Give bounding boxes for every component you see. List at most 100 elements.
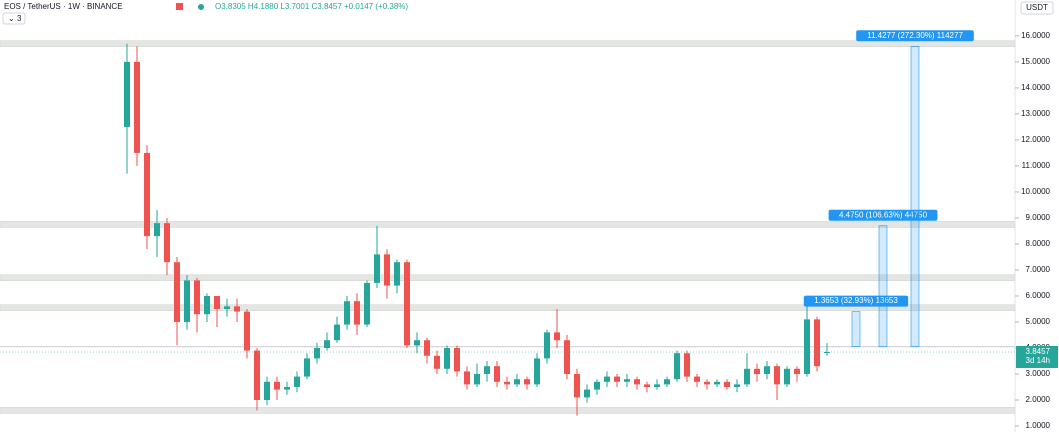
candle-body xyxy=(684,353,690,377)
candle-body xyxy=(374,254,380,283)
candle-body xyxy=(174,262,180,322)
y-tick-label: 15.0000 xyxy=(1021,57,1050,66)
zone-band xyxy=(0,40,1016,47)
candle-body xyxy=(414,340,420,346)
y-tick-label: 6.0000 xyxy=(1026,291,1051,300)
candle-body xyxy=(644,384,650,388)
candle-body xyxy=(434,355,440,369)
y-tick-label: 8.0000 xyxy=(1026,239,1051,248)
candle-body xyxy=(454,347,460,372)
candle-body xyxy=(504,381,510,385)
candle-body xyxy=(344,301,350,325)
candle-body xyxy=(134,61,140,153)
candle-body xyxy=(194,280,200,315)
last-price-box xyxy=(1016,346,1058,369)
measure-label-box xyxy=(856,30,974,42)
candle-body xyxy=(784,368,790,385)
candle-body xyxy=(144,152,150,237)
y-tick-label: 3.0000 xyxy=(1026,369,1051,378)
candle-body xyxy=(774,366,780,385)
measure-range xyxy=(910,45,920,347)
y-tick-label: 10.0000 xyxy=(1021,187,1050,196)
zone-band xyxy=(0,407,1016,414)
candle-body xyxy=(474,374,480,385)
candle-body xyxy=(814,319,820,367)
candle-body xyxy=(664,379,670,385)
candle-body xyxy=(124,61,130,127)
zone-band xyxy=(0,221,1016,228)
candle-body xyxy=(704,381,710,385)
candle-body xyxy=(264,381,270,401)
zone-band xyxy=(0,304,1016,311)
candle-body xyxy=(614,376,620,382)
ohlc: O3.8305 H4.1880 L3.7001 C3.8457 +0.0147 … xyxy=(215,2,408,11)
y-tick-label: 7.0000 xyxy=(1026,265,1051,274)
candle-body xyxy=(594,381,600,390)
candle-body xyxy=(524,379,530,385)
candle-body xyxy=(304,358,310,377)
candle-body xyxy=(514,379,520,385)
last-price-label: 3.8457 xyxy=(1026,347,1051,356)
candle-body xyxy=(284,387,290,390)
zone-band xyxy=(0,274,1016,282)
candle-body xyxy=(744,368,750,385)
y-tick-label: 14.0000 xyxy=(1021,83,1050,92)
indicator-toggle[interactable] xyxy=(2,12,26,25)
candle-body xyxy=(564,340,570,375)
candle-body xyxy=(214,295,220,309)
candle-body xyxy=(634,379,640,385)
candle-body xyxy=(404,262,410,346)
candle-body xyxy=(254,350,260,401)
y-tick-label: 1.0000 xyxy=(1026,421,1051,430)
y-tick-label: 11.0000 xyxy=(1022,161,1051,170)
candle-body xyxy=(824,352,830,354)
candle-body xyxy=(384,254,390,286)
candle-body xyxy=(154,223,160,237)
candle-body xyxy=(354,301,360,325)
candle-body xyxy=(244,311,250,351)
y-tick-label: 12.0000 xyxy=(1021,135,1050,144)
currency: USDT xyxy=(1026,3,1048,12)
indicator-count: ⌄ 3 xyxy=(8,14,22,23)
candle-body xyxy=(204,295,210,315)
candle-body xyxy=(804,319,810,375)
currency-box[interactable] xyxy=(1020,1,1054,15)
flag-icon xyxy=(176,3,183,10)
candle-body xyxy=(674,353,680,380)
candle-body xyxy=(794,368,800,375)
measure-label: 4.4750 (106.63%) 44750 xyxy=(839,210,928,219)
candle-body xyxy=(654,384,660,388)
candle-body xyxy=(274,381,280,390)
y-tick-label: 2.0000 xyxy=(1026,395,1051,404)
candle-body xyxy=(294,376,300,388)
candle-body xyxy=(184,280,190,322)
y-tick-label: 13.0000 xyxy=(1021,109,1050,118)
measure-range xyxy=(851,311,861,347)
candle-body xyxy=(724,381,730,388)
candle-body xyxy=(554,332,560,341)
candle-body xyxy=(604,376,610,382)
candle-body xyxy=(364,282,370,325)
countdown: 3d 14h xyxy=(1026,356,1050,365)
status-dot xyxy=(198,4,204,10)
candle-body xyxy=(164,223,170,263)
measure-label: 11.4277 (272.30%) 114277 xyxy=(867,31,963,40)
candle-body xyxy=(424,340,430,356)
measure-label-box xyxy=(828,209,938,221)
candle-body xyxy=(754,368,760,375)
candle-body xyxy=(334,324,340,341)
measure-label-box xyxy=(803,295,909,307)
candle-body xyxy=(574,374,580,398)
candle-body xyxy=(314,347,320,359)
candle-body xyxy=(534,358,540,385)
candle-body xyxy=(694,376,700,382)
candle-body xyxy=(584,389,590,398)
candle-body xyxy=(734,384,740,388)
indicator-count-value: 3 xyxy=(17,14,22,23)
candle-body xyxy=(464,371,470,385)
candle-body xyxy=(624,379,630,382)
candle-body xyxy=(764,366,770,375)
measure-range xyxy=(878,225,888,347)
